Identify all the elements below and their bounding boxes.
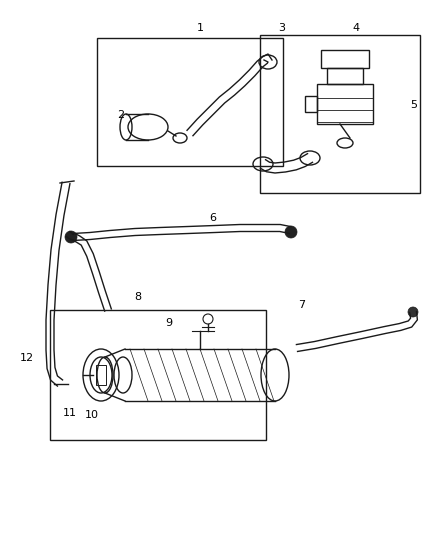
Bar	[317, 84, 373, 124]
Text: 8: 8	[134, 292, 141, 302]
Text: 4: 4	[353, 23, 360, 33]
Text: 1: 1	[197, 23, 204, 33]
Bar	[50, 310, 266, 440]
Circle shape	[65, 231, 77, 243]
Bar	[327, 68, 363, 84]
Text: 7: 7	[298, 300, 306, 310]
Text: 10: 10	[85, 410, 99, 420]
Circle shape	[408, 307, 418, 317]
Bar	[96, 365, 106, 385]
Text: 12: 12	[20, 353, 34, 363]
Text: 3: 3	[279, 23, 286, 33]
Text: 5: 5	[410, 100, 417, 110]
Bar	[260, 35, 420, 193]
Text: 11: 11	[63, 408, 77, 418]
Bar	[305, 96, 317, 112]
Bar	[97, 38, 283, 166]
Text: 9: 9	[166, 318, 173, 328]
Bar	[321, 50, 369, 68]
Text: 2: 2	[117, 110, 124, 120]
Circle shape	[285, 226, 297, 238]
Text: 6: 6	[209, 213, 216, 223]
